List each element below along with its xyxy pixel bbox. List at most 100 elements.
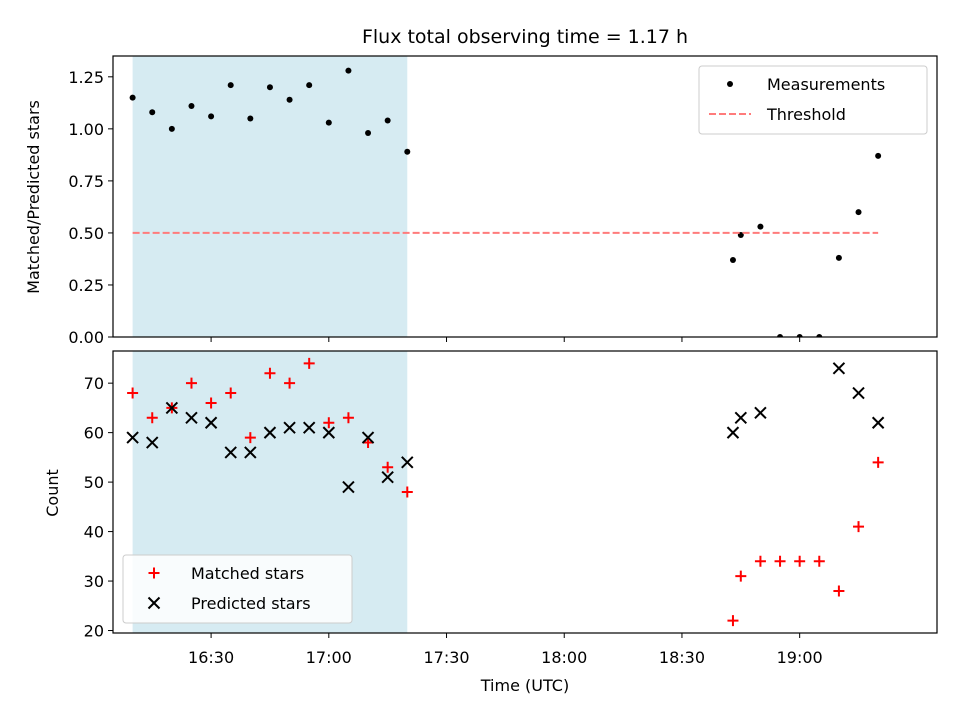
measurement-point bbox=[365, 130, 372, 137]
y-tick-label: 50 bbox=[84, 473, 104, 492]
predicted-stars-point bbox=[165, 401, 179, 415]
legend: Matched stars Predicted stars bbox=[122, 554, 353, 624]
x-tick-label: 18:30 bbox=[659, 648, 705, 667]
legend: Measurements Threshold bbox=[698, 65, 928, 135]
y-tick-label: 40 bbox=[84, 523, 104, 542]
measurement-point bbox=[757, 223, 764, 230]
legend-box bbox=[122, 554, 353, 624]
x-tick-label: 18:00 bbox=[541, 648, 587, 667]
predicted-stars-point bbox=[224, 446, 237, 459]
bottom-y-axis-label: Count bbox=[43, 469, 62, 517]
matched-stars-point bbox=[853, 521, 865, 533]
measurement-point bbox=[855, 209, 862, 216]
legend-measurement-swatch bbox=[727, 81, 733, 87]
measurement-point bbox=[404, 148, 411, 155]
predicted-stars-point bbox=[381, 470, 394, 484]
count-panel: 16:30 17:00 17:30 18:00 18:30 19:00 20 30 40 50 60… bbox=[84, 350, 938, 667]
legend-label: Predicted stars bbox=[191, 594, 311, 613]
measurement-point bbox=[188, 102, 195, 109]
measurement-point bbox=[129, 94, 136, 101]
matched-stars-point bbox=[264, 367, 276, 379]
measurement-point bbox=[227, 82, 234, 89]
legend-box bbox=[698, 65, 928, 135]
matched-stars-point bbox=[794, 555, 806, 567]
legend-predicted-swatch bbox=[147, 596, 161, 610]
x-axis-label: Time (UTC) bbox=[480, 676, 569, 695]
y-tick-label: 1.00 bbox=[68, 120, 104, 139]
measurement-point bbox=[149, 109, 156, 116]
data-layer bbox=[129, 67, 882, 337]
y-tick-label: 30 bbox=[84, 572, 104, 591]
ratio-panel: 0.00 0.25 0.50 0.75 1.00 1.25 Measurements Thre… bbox=[68, 55, 938, 347]
measurement-point bbox=[247, 115, 254, 122]
shaded-interval bbox=[132, 56, 408, 337]
matched-stars-point bbox=[205, 397, 217, 409]
matched-stars-point bbox=[284, 377, 296, 389]
axes-frame bbox=[112, 350, 938, 634]
matched-stars-point bbox=[342, 412, 354, 424]
top-y-axis-label: Matched/Predicted stars bbox=[24, 100, 43, 294]
matched-stars-point bbox=[244, 432, 256, 444]
matched-stars-point bbox=[127, 387, 139, 399]
x-tick-label: 16:30 bbox=[188, 648, 234, 667]
measurement-point bbox=[796, 334, 803, 337]
matched-stars-point bbox=[774, 555, 786, 567]
y-tick-label: 70 bbox=[84, 374, 104, 393]
predicted-stars-point bbox=[185, 411, 198, 424]
legend-matched-swatch bbox=[148, 567, 160, 579]
data-layer bbox=[126, 357, 885, 627]
predicted-stars-point bbox=[871, 416, 885, 429]
matched-stars-point bbox=[401, 486, 413, 498]
matched-stars-point bbox=[146, 412, 158, 424]
matched-stars-point bbox=[225, 387, 237, 399]
predicted-stars-point bbox=[852, 386, 865, 400]
predicted-stars-point bbox=[146, 436, 159, 449]
x-tick-label: 17:30 bbox=[423, 648, 469, 667]
predicted-stars-point bbox=[832, 362, 846, 375]
y-tick-label: 20 bbox=[84, 622, 104, 641]
measurement-point bbox=[168, 125, 175, 132]
matched-stars-point bbox=[303, 357, 315, 369]
predicted-stars-point bbox=[302, 421, 316, 434]
matched-stars-point bbox=[872, 456, 884, 468]
predicted-stars-point bbox=[263, 426, 277, 439]
matched-stars-point bbox=[813, 555, 825, 567]
predicted-stars-point bbox=[734, 411, 748, 424]
measurement-point bbox=[816, 334, 823, 337]
predicted-stars-point bbox=[322, 426, 336, 439]
matched-stars-point bbox=[323, 417, 335, 429]
x-tick-label: 19:00 bbox=[777, 648, 823, 667]
legend-label: Measurements bbox=[767, 75, 885, 94]
matched-stars-point bbox=[754, 555, 766, 567]
figure-title: Flux total observing time = 1.17 h bbox=[362, 26, 688, 48]
matched-stars-point bbox=[382, 461, 394, 473]
predicted-stars-point bbox=[754, 406, 767, 420]
measurement-point bbox=[835, 254, 842, 261]
y-tick-label: 0.00 bbox=[68, 328, 104, 347]
measurement-point bbox=[306, 82, 313, 89]
predicted-stars-point bbox=[244, 446, 257, 459]
y-tick-label: 60 bbox=[84, 424, 104, 443]
predicted-stars-point bbox=[342, 480, 355, 494]
y-tick-label: 0.75 bbox=[68, 172, 104, 191]
x-tick-label: 17:00 bbox=[306, 648, 352, 667]
measurement-point bbox=[266, 84, 273, 91]
legend-label: Matched stars bbox=[191, 564, 304, 583]
predicted-stars-point bbox=[726, 426, 740, 439]
axes-frame bbox=[112, 55, 938, 338]
predicted-stars-point bbox=[283, 421, 296, 434]
measurement-point bbox=[875, 152, 882, 159]
predicted-stars-point bbox=[401, 456, 414, 469]
y-tick-label: 0.50 bbox=[68, 224, 104, 243]
y-tick-label: 0.25 bbox=[68, 276, 104, 295]
measurement-point bbox=[208, 113, 215, 120]
measurement-point bbox=[777, 334, 784, 337]
matched-stars-point bbox=[735, 570, 747, 582]
measurement-point bbox=[286, 96, 293, 103]
matched-stars-point bbox=[727, 615, 739, 627]
measurement-point bbox=[345, 67, 352, 74]
legend-label: Threshold bbox=[766, 105, 846, 124]
matched-stars-point bbox=[833, 585, 845, 597]
predicted-stars-point bbox=[126, 431, 139, 444]
